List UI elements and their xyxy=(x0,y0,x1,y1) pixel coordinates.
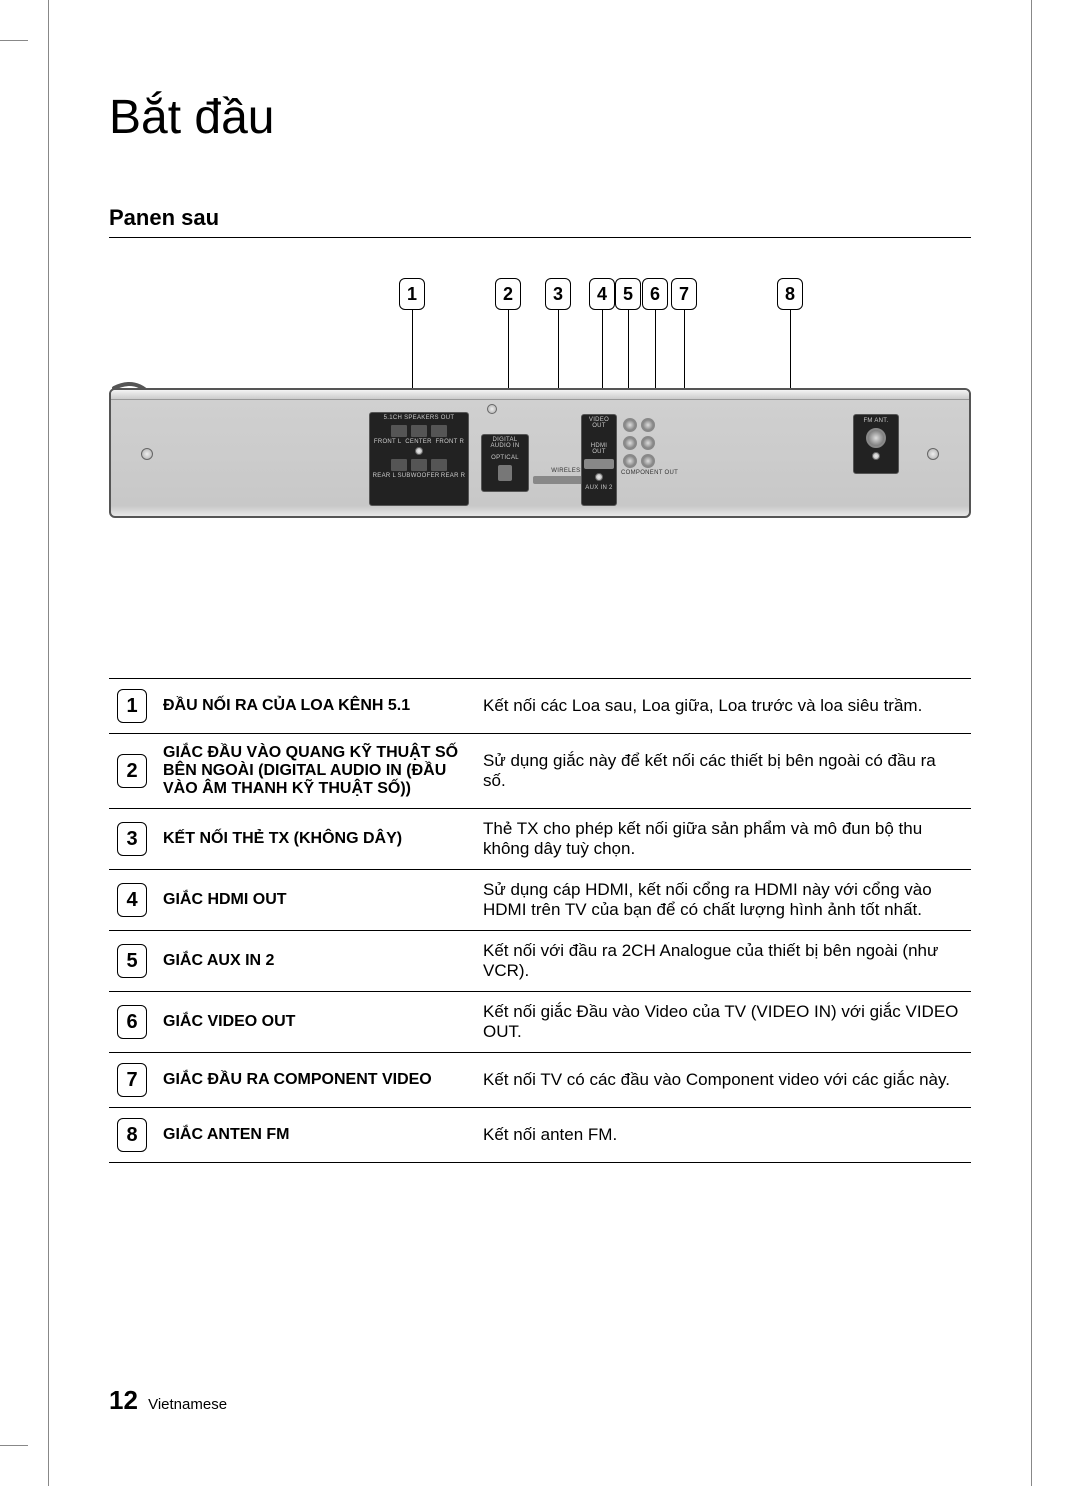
row-number-cell: 7 xyxy=(109,1053,163,1108)
page-language: Vietnamese xyxy=(148,1396,227,1413)
callout-7: 7 xyxy=(671,278,697,310)
row-number-cell: 1 xyxy=(109,679,163,734)
callout-4: 4 xyxy=(589,278,615,310)
label-center: CENTER xyxy=(405,439,431,445)
callout-2: 2 xyxy=(495,278,521,310)
row-number: 5 xyxy=(117,944,147,978)
row-number: 3 xyxy=(117,822,147,856)
row-label: GIẮC VIDEO OUT xyxy=(163,992,483,1053)
row-number: 8 xyxy=(117,1118,147,1152)
table-row: 5 GIẮC AUX IN 2Kết nối với đầu ra 2CH Ana… xyxy=(109,931,971,992)
row-number-cell: 8 xyxy=(109,1108,163,1163)
label-sub: SUBWOOFER xyxy=(397,473,439,479)
row-number-cell: 3 xyxy=(109,809,163,870)
callout-5: 5 xyxy=(615,278,641,310)
page-footer: 12 Vietnamese xyxy=(109,1385,227,1416)
label-component: COMPONENT OUT xyxy=(621,470,678,476)
row-number: 4 xyxy=(117,883,147,917)
row-description: Kết nối TV có các đầu vào Component vide… xyxy=(483,1053,971,1108)
callout-1: 1 xyxy=(399,278,425,310)
row-label: KẾT NỐI THẺ TX (KHÔNG DÂY) xyxy=(163,809,483,870)
label-rearr: REAR R xyxy=(441,473,465,479)
row-number-cell: 4 xyxy=(109,870,163,931)
row-number-cell: 6 xyxy=(109,992,163,1053)
label-optical: OPTICAL xyxy=(484,455,526,461)
row-description: Sử dụng cáp HDMI, kết nối cổng ra HDMI n… xyxy=(483,870,971,931)
callout-row: 1 2 3 4 5 6 7 8 xyxy=(109,278,971,318)
section-subtitle: Panen sau xyxy=(109,205,971,238)
table-row: 1 ĐẦU NỐI RA CỦA LOA KÊNH 5.1Kết nối các … xyxy=(109,679,971,734)
table-row: 2 GIẮC ĐẦU VÀO QUANG KỸ THUẬT SỐ BÊN NGOÀ… xyxy=(109,734,971,809)
row-label: GIẮC HDMI OUT xyxy=(163,870,483,931)
label-frontl: FRONT L xyxy=(374,439,402,445)
row-description: Thẻ TX cho phép kết nối giữa sản phẩm và… xyxy=(483,809,971,870)
row-description: Kết nối anten FM. xyxy=(483,1108,971,1163)
row-description: Kết nối với đầu ra 2CH Analogue của thiế… xyxy=(483,931,971,992)
label-auxin2: AUX IN 2 xyxy=(584,485,614,491)
label-speakers: 5.1CH SPEAKERS OUT xyxy=(372,415,466,421)
row-number-cell: 2 xyxy=(109,734,163,809)
row-number: 6 xyxy=(117,1005,147,1039)
table-row: 3 KẾT NỐI THẺ TX (KHÔNG DÂY)Thẻ TX cho ph… xyxy=(109,809,971,870)
label-hdmi: HDMI OUT xyxy=(584,443,614,455)
row-label: GIẮC ĐẦU RA COMPONENT VIDEO xyxy=(163,1053,483,1108)
page-number: 12 xyxy=(109,1385,138,1415)
label-fm-ant: FM ANT. xyxy=(857,418,895,424)
row-description: Kết nối các Loa sau, Loa giữa, Loa trước… xyxy=(483,679,971,734)
callout-6: 6 xyxy=(642,278,668,310)
table-row: 8 GIẮC ANTEN FMKết nối anten FM. xyxy=(109,1108,971,1163)
page: Bắt đầu Panen sau 1 2 3 4 5 6 7 8 xyxy=(48,0,1032,1486)
page-title: Bắt đầu xyxy=(109,90,971,145)
row-label: GIẮC ANTEN FM xyxy=(163,1108,483,1163)
rear-panel-diagram: 1 2 3 4 5 6 7 8 xyxy=(109,278,971,598)
label-digital-audio: DIGITAL AUDIO IN xyxy=(484,437,526,449)
row-number: 7 xyxy=(117,1063,147,1097)
connector-table: 1 ĐẦU NỐI RA CỦA LOA KÊNH 5.1Kết nối các … xyxy=(109,678,971,1163)
table-row: 4 GIẮC HDMI OUTSử dụng cáp HDMI, kết nối … xyxy=(109,870,971,931)
row-label: ĐẦU NỐI RA CỦA LOA KÊNH 5.1 xyxy=(163,679,483,734)
callout-8: 8 xyxy=(777,278,803,310)
callout-3: 3 xyxy=(545,278,571,310)
label-rearl: REAR L xyxy=(373,473,396,479)
row-number: 2 xyxy=(117,754,147,788)
row-number: 1 xyxy=(117,689,147,723)
label-frontr: FRONT R xyxy=(435,439,464,445)
row-description: Sử dụng giắc này để kết nối các thiết bị… xyxy=(483,734,971,809)
row-description: Kết nối giắc Đầu vào Video của TV (VIDEO… xyxy=(483,992,971,1053)
row-label: GIẮC AUX IN 2 xyxy=(163,931,483,992)
row-label: GIẮC ĐẦU VÀO QUANG KỸ THUẬT SỐ BÊN NGOÀI… xyxy=(163,734,483,809)
label-video-out: VIDEO OUT xyxy=(584,417,614,429)
table-row: 7 GIẮC ĐẦU RA COMPONENT VIDEOKết nối TV c… xyxy=(109,1053,971,1108)
row-number-cell: 5 xyxy=(109,931,163,992)
table-row: 6 GIẮC VIDEO OUTKết nối giắc Đầu vào Vide… xyxy=(109,992,971,1053)
device-body: 5.1CH SPEAKERS OUT FRONT L CENTER FRONT … xyxy=(109,388,971,518)
